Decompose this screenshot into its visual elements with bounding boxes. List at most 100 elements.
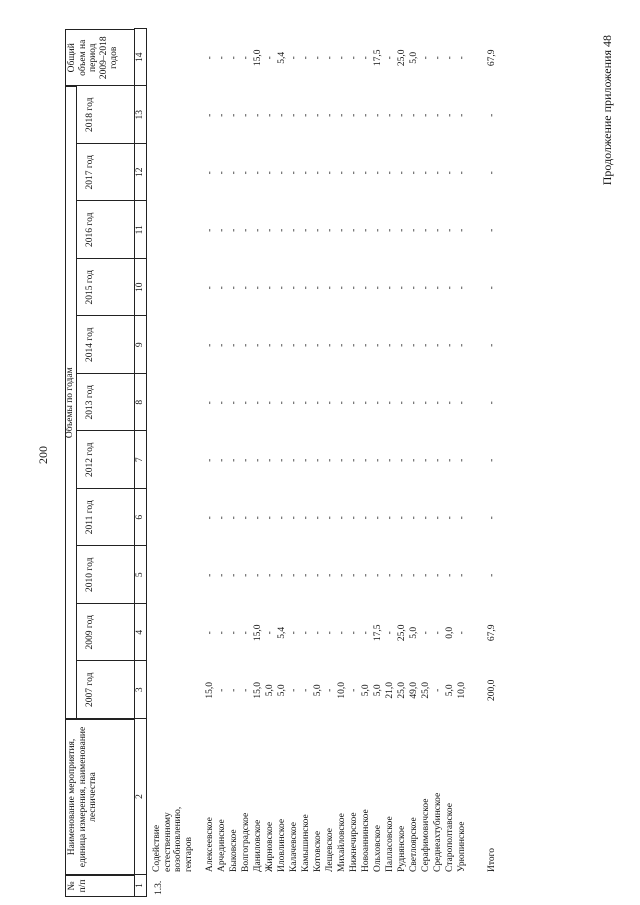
section-name: Содействие естественному возобновлению, … bbox=[152, 806, 194, 872]
row-value: - bbox=[487, 113, 497, 117]
row-value: 5,0 bbox=[361, 684, 371, 697]
row-value: - bbox=[301, 286, 311, 290]
row-value: - bbox=[277, 228, 287, 232]
row-value: - bbox=[265, 401, 275, 405]
column-number: 4 bbox=[134, 603, 147, 662]
row-value: - bbox=[397, 113, 407, 117]
row-value: - bbox=[361, 228, 371, 232]
row-value: - bbox=[289, 516, 299, 520]
row-value: - bbox=[229, 171, 239, 175]
row-value: - bbox=[289, 171, 299, 175]
row-value: - bbox=[487, 228, 497, 232]
row-value: - bbox=[373, 516, 383, 520]
row-value: - bbox=[301, 171, 311, 175]
row-value: - bbox=[289, 401, 299, 405]
row-value: - bbox=[253, 171, 263, 175]
row-value: - bbox=[205, 113, 215, 117]
row-value: - bbox=[457, 56, 467, 60]
row-value: - bbox=[457, 516, 467, 520]
row-value: - bbox=[205, 401, 215, 405]
row-value: - bbox=[265, 113, 275, 117]
row-value: - bbox=[205, 458, 215, 462]
row-value: 25,0 bbox=[421, 681, 431, 699]
column-number: 14 bbox=[134, 28, 147, 87]
row-value: - bbox=[301, 688, 311, 692]
row-name: Волгоградское bbox=[241, 812, 251, 872]
row-value: - bbox=[241, 56, 251, 60]
row-value: - bbox=[409, 343, 419, 347]
row-value: - bbox=[253, 343, 263, 347]
row-value: - bbox=[325, 286, 335, 290]
row-value: - bbox=[313, 286, 323, 290]
row-name: Серафимовичское bbox=[421, 798, 431, 872]
row-value: - bbox=[337, 286, 347, 290]
row-value: - bbox=[217, 343, 227, 347]
header-year: 2017 год bbox=[76, 143, 135, 202]
row-value: 17,5 bbox=[373, 624, 383, 642]
row-value: - bbox=[349, 573, 359, 577]
row-value: - bbox=[205, 171, 215, 175]
row-value: - bbox=[289, 286, 299, 290]
row-value: - bbox=[241, 458, 251, 462]
row-name: Даниловское bbox=[253, 819, 263, 872]
row-value: - bbox=[457, 113, 467, 117]
row-value: - bbox=[385, 113, 395, 117]
row-value: - bbox=[433, 228, 443, 232]
row-value: - bbox=[241, 113, 251, 117]
row-value: - bbox=[289, 458, 299, 462]
row-value: - bbox=[409, 516, 419, 520]
row-value: - bbox=[325, 401, 335, 405]
column-number: 10 bbox=[134, 258, 147, 317]
row-value: - bbox=[421, 631, 431, 635]
row-value: - bbox=[373, 343, 383, 347]
row-value: - bbox=[421, 228, 431, 232]
row-value: - bbox=[277, 573, 287, 577]
row-value: - bbox=[277, 113, 287, 117]
row-name: Ольховское bbox=[373, 825, 383, 872]
row-value: - bbox=[241, 631, 251, 635]
row-name: Светлоярское bbox=[409, 817, 419, 872]
row-value: - bbox=[277, 286, 287, 290]
row-value: - bbox=[349, 286, 359, 290]
header-total: Общий объем на период 2009–2018 годов bbox=[65, 29, 135, 87]
row-name: Новоаннинское bbox=[361, 809, 371, 872]
row-value: - bbox=[385, 458, 395, 462]
row-value: 5,0 bbox=[409, 51, 419, 64]
row-value: - bbox=[229, 286, 239, 290]
row-name: Лещевское bbox=[325, 828, 335, 872]
row-value: - bbox=[385, 343, 395, 347]
row-value: - bbox=[313, 401, 323, 405]
row-value: - bbox=[361, 573, 371, 577]
row-value: - bbox=[229, 56, 239, 60]
row-value: - bbox=[397, 343, 407, 347]
row-value: - bbox=[313, 573, 323, 577]
row-value: - bbox=[301, 631, 311, 635]
column-number: 12 bbox=[134, 143, 147, 202]
row-value: - bbox=[229, 458, 239, 462]
row-name: Жирновское bbox=[265, 821, 275, 872]
row-value: - bbox=[277, 458, 287, 462]
row-value: - bbox=[265, 228, 275, 232]
row-value: 21,0 bbox=[385, 681, 395, 699]
caption: Продолжение приложения 48 bbox=[600, 35, 614, 186]
row-value: - bbox=[217, 631, 227, 635]
row-value: - bbox=[421, 573, 431, 577]
row-value: - bbox=[337, 171, 347, 175]
row-value: - bbox=[313, 171, 323, 175]
row-value: - bbox=[337, 113, 347, 117]
row-value: - bbox=[337, 458, 347, 462]
row-value: - bbox=[433, 113, 443, 117]
row-value: - bbox=[325, 228, 335, 232]
row-value: - bbox=[373, 573, 383, 577]
row-name: Камышинское bbox=[301, 814, 311, 872]
row-value: 5,4 bbox=[277, 626, 287, 639]
row-value: - bbox=[205, 286, 215, 290]
row-value: - bbox=[397, 516, 407, 520]
row-value: 25,0 bbox=[397, 49, 407, 67]
header-year: 2018 год bbox=[76, 85, 135, 144]
row-value: - bbox=[397, 458, 407, 462]
row-value: - bbox=[445, 343, 455, 347]
row-value: - bbox=[289, 228, 299, 232]
row-value: - bbox=[361, 458, 371, 462]
row-value: - bbox=[349, 113, 359, 117]
